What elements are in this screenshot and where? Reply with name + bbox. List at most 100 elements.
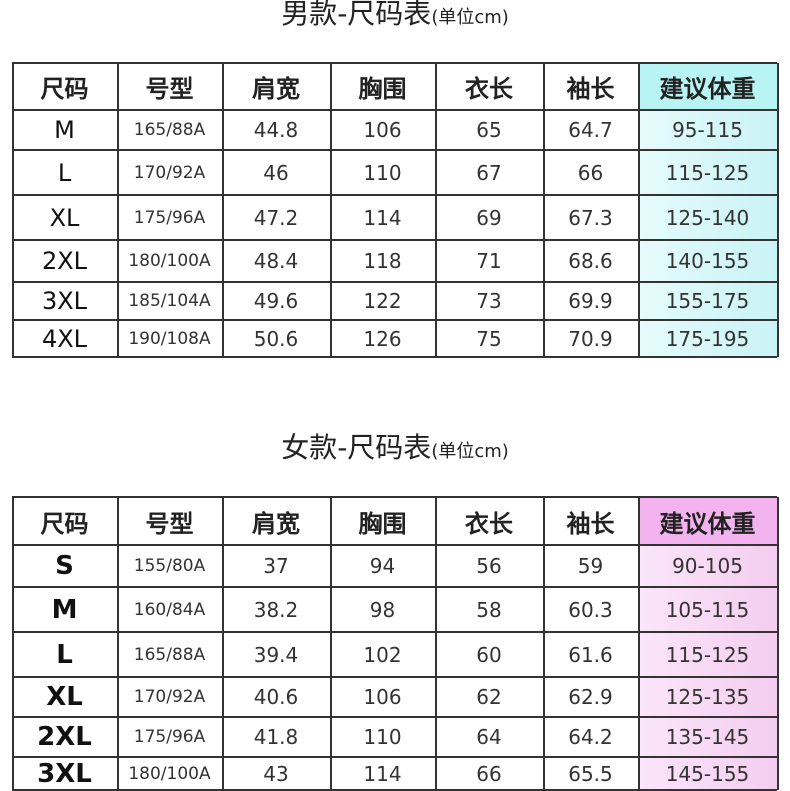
data-cell: 64.2 — [568, 725, 613, 749]
data-cell: 105-115 — [638, 587, 777, 632]
col-line — [543, 497, 545, 790]
row-line — [12, 496, 777, 498]
size-cell: 2XL — [41, 247, 88, 275]
data-cell: 44.8 — [253, 118, 299, 142]
data-cell: 65 — [476, 118, 502, 142]
data-cell: 175-195 — [638, 320, 777, 357]
data-cell: 66 — [577, 160, 604, 185]
size-cell: S — [55, 551, 74, 581]
size-cell: L — [57, 158, 72, 187]
data-cell: 125-135 — [638, 677, 777, 717]
col-line — [777, 497, 779, 790]
data-cell: 66 — [476, 761, 502, 786]
title-text: 女款-尺码表 — [281, 431, 432, 464]
col-line — [330, 63, 332, 357]
row-line — [12, 62, 777, 64]
men-title: 男款-尺码表(单位cm) — [0, 0, 790, 32]
data-cell: 71 — [476, 249, 502, 273]
data-cell: 94 — [369, 554, 396, 578]
data-cell: 56 — [476, 554, 502, 578]
data-cell: 126 — [363, 326, 402, 351]
col-line — [435, 63, 437, 357]
col-line — [12, 497, 14, 790]
data-cell: 135-145 — [638, 717, 777, 757]
data-cell: 95-115 — [638, 110, 777, 150]
col-line — [222, 497, 224, 790]
data-cell: 50.6 — [253, 326, 299, 351]
data-cell: 115-125 — [638, 632, 777, 677]
col-line — [222, 63, 224, 357]
size-cell: 3XL — [41, 287, 88, 315]
row-line — [12, 239, 777, 241]
data-cell: 64 — [476, 725, 502, 749]
row-line — [12, 631, 777, 633]
row-line — [12, 194, 777, 196]
data-cell: 114 — [363, 761, 402, 786]
header-cell: 建议体重 — [638, 63, 777, 110]
row-line — [12, 676, 777, 678]
data-cell: 69.9 — [568, 289, 613, 313]
data-cell: 90-105 — [638, 545, 777, 587]
header-cell: 袖长 — [566, 75, 615, 103]
data-cell: 67 — [476, 160, 502, 185]
data-cell: 98 — [369, 597, 396, 622]
size-cell: M — [54, 116, 75, 144]
unit-text: (单位cm) — [431, 7, 509, 28]
data-cell: 62 — [476, 685, 502, 709]
data-cell: 39.4 — [253, 642, 299, 667]
data-cell: 46 — [263, 160, 289, 185]
col-line — [117, 63, 119, 357]
data-cell: 160/84A — [133, 599, 206, 620]
women-title: 女款-尺码表(单位cm) — [0, 426, 790, 466]
data-cell: 180/100A — [128, 763, 211, 784]
data-cell: 122 — [363, 289, 402, 313]
col-line — [638, 497, 640, 790]
row-line — [12, 281, 777, 283]
data-cell: 73 — [476, 289, 502, 313]
row-line — [12, 544, 777, 546]
row-line — [12, 149, 777, 151]
data-cell: 102 — [363, 642, 402, 667]
unit-text: (单位cm) — [431, 441, 509, 462]
data-cell: 68.6 — [568, 249, 613, 273]
size-cell: L — [56, 639, 73, 670]
data-cell: 165/88A — [133, 644, 206, 665]
data-cell: 110 — [363, 725, 402, 749]
row-line — [12, 716, 777, 718]
data-cell: 69 — [476, 205, 502, 230]
data-cell: 75 — [476, 326, 502, 351]
data-cell: 170/92A — [133, 162, 206, 183]
col-line — [330, 497, 332, 790]
data-cell: 185/104A — [128, 291, 211, 311]
data-cell: 38.2 — [253, 597, 299, 622]
data-cell: 140-155 — [638, 240, 777, 282]
data-cell: 49.6 — [253, 289, 299, 313]
col-line — [638, 63, 640, 357]
data-cell: 175/96A — [133, 727, 206, 747]
header-cell: 胸围 — [358, 509, 407, 538]
size-cell: 3XL — [37, 758, 92, 789]
header-cell: 建议体重 — [638, 497, 777, 545]
header-cell: 袖长 — [566, 509, 615, 538]
data-cell: 165/88A — [133, 120, 206, 140]
data-cell: 180/100A — [128, 251, 211, 271]
data-cell: 114 — [363, 205, 402, 230]
size-cell: XL — [49, 203, 80, 232]
data-cell: 47.2 — [253, 205, 299, 230]
data-cell: 115-125 — [638, 150, 777, 195]
data-cell: 58 — [476, 597, 502, 622]
header-cell: 号型 — [145, 509, 194, 538]
size-cell: 2XL — [37, 722, 92, 752]
data-cell: 37 — [263, 554, 289, 578]
data-cell: 125-140 — [638, 195, 777, 240]
header-cell: 尺码 — [40, 509, 89, 538]
header-cell: 衣长 — [465, 509, 513, 538]
data-cell: 155/80A — [133, 556, 206, 576]
size-cell: M — [51, 594, 78, 625]
data-cell: 60 — [476, 642, 502, 667]
data-cell: 61.6 — [568, 642, 613, 667]
row-line — [12, 319, 777, 321]
header-cell: 肩宽 — [252, 509, 300, 538]
col-line — [543, 63, 545, 357]
col-line — [12, 63, 14, 357]
